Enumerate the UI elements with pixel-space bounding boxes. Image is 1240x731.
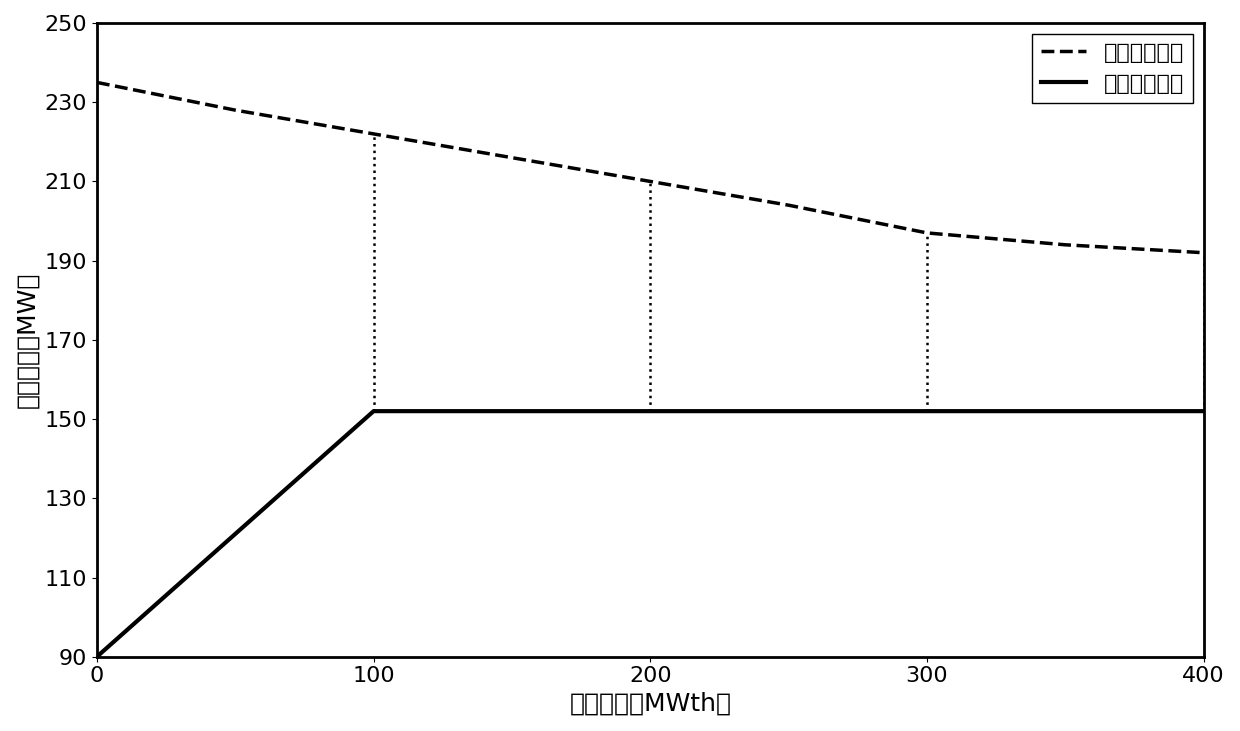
Legend: 有功出力上限, 有功出力下限: 有功出力上限, 有功出力下限 (1033, 34, 1193, 103)
Y-axis label: 有功出力（MW）: 有功出力（MW） (15, 272, 38, 408)
X-axis label: 供热出力（MWth）: 供热出力（MWth） (569, 692, 732, 716)
